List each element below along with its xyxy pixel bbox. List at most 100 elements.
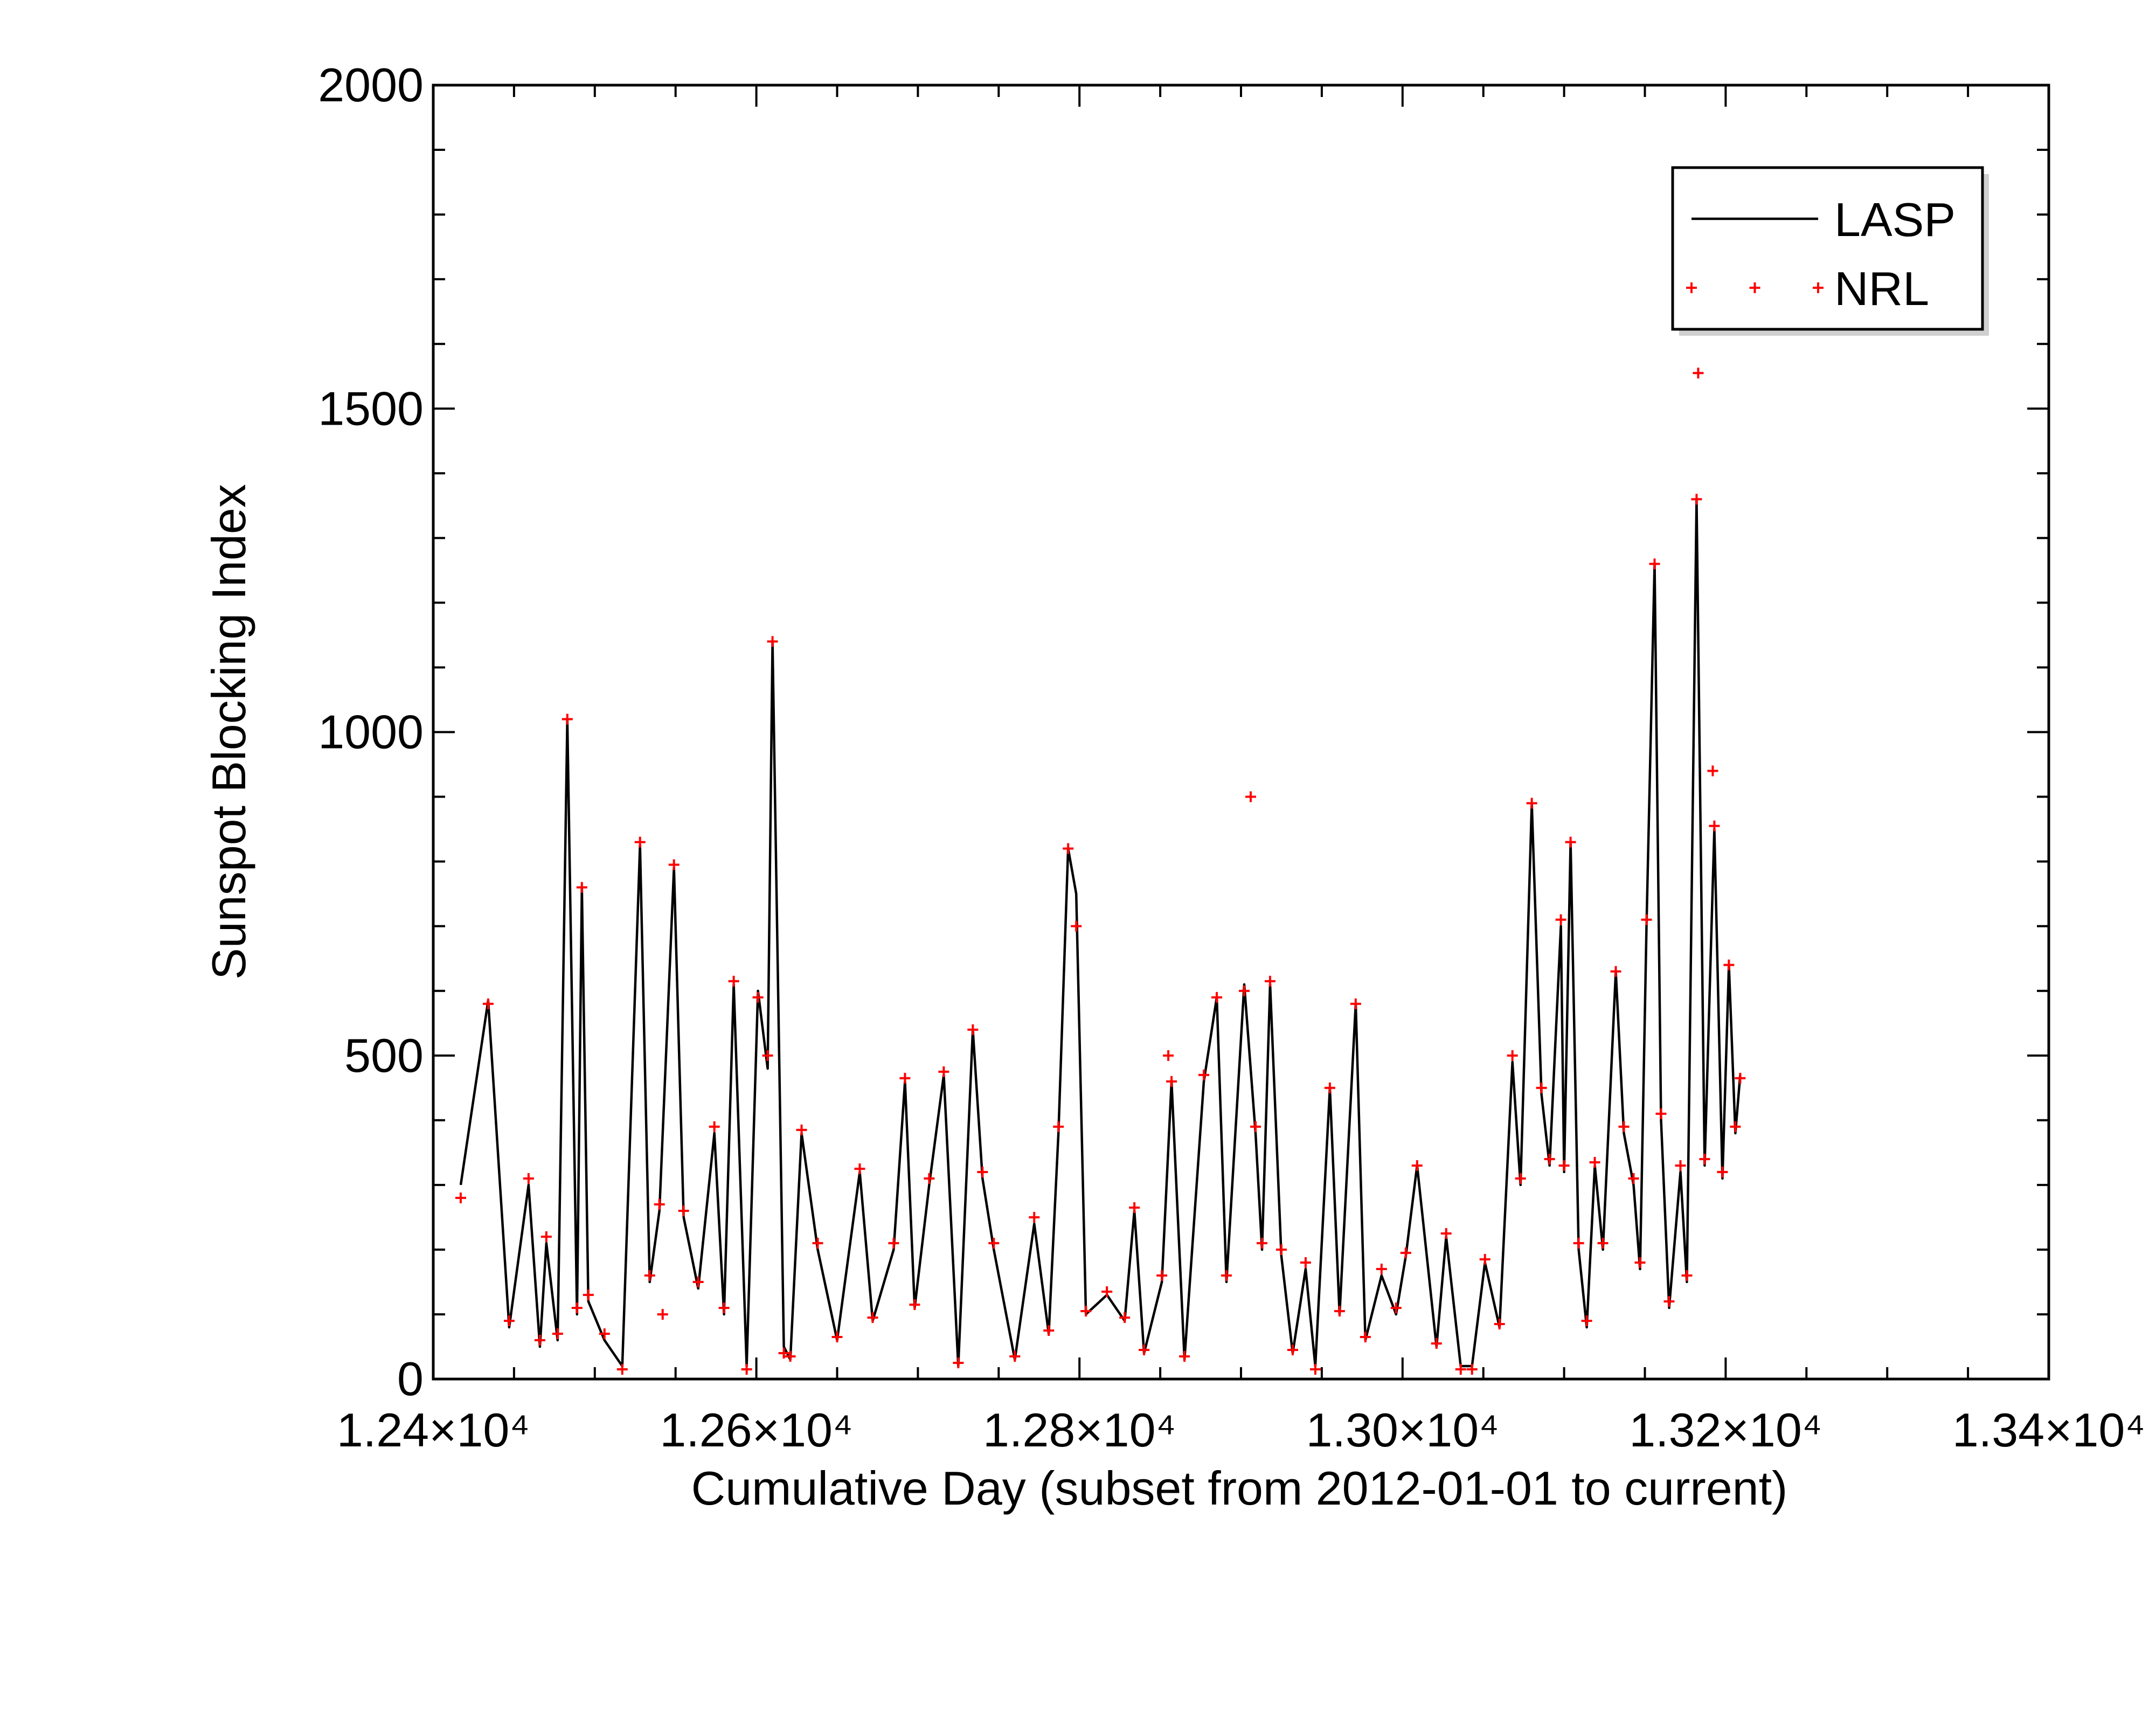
data-point [785, 1350, 796, 1362]
data-point [571, 1302, 583, 1313]
data-point [967, 1024, 979, 1035]
data-point [1053, 1121, 1064, 1132]
data-point [1581, 1315, 1592, 1326]
data-point [741, 1363, 752, 1375]
data-point [1239, 985, 1250, 996]
data-point [1479, 1253, 1491, 1265]
data-point [1198, 1069, 1210, 1080]
legend-label: NRL [1834, 262, 1929, 315]
data-point [599, 1328, 610, 1339]
data-point [503, 1315, 515, 1326]
data-point [534, 1334, 545, 1346]
data-point [1334, 1305, 1345, 1317]
data-point [1707, 765, 1718, 777]
data-point [561, 713, 573, 725]
data-point [1723, 959, 1735, 971]
data-point [1324, 1082, 1335, 1093]
data-point [718, 1302, 730, 1313]
data-point [1565, 836, 1576, 848]
data-point [1693, 368, 1704, 379]
data-point [1411, 1160, 1423, 1171]
legend-box [1671, 166, 1984, 331]
data-point [924, 1173, 935, 1184]
data-point [552, 1328, 563, 1339]
data-point [1029, 1211, 1040, 1223]
y-tick-label: 500 [344, 1029, 424, 1082]
data-point [1376, 1263, 1387, 1274]
data-point [1589, 1156, 1600, 1168]
data-point [1360, 1331, 1371, 1342]
data-point [678, 1205, 689, 1216]
data-point [1675, 1160, 1686, 1171]
data-point [1221, 1270, 1232, 1281]
data-point [1119, 1312, 1131, 1323]
data-point [1555, 914, 1566, 925]
data-point [668, 859, 680, 870]
data-point [1264, 975, 1275, 987]
data-point [1163, 1050, 1174, 1061]
data-point [1507, 1050, 1518, 1061]
data-point [1628, 1173, 1639, 1184]
data-point [1440, 1228, 1452, 1239]
data-point [455, 1192, 466, 1203]
data-point [583, 1289, 594, 1300]
data-point [1400, 1247, 1411, 1258]
x-tick-label: 1.28×10⁴ [983, 1403, 1176, 1457]
data-point [616, 1363, 628, 1375]
data-point [977, 1166, 988, 1177]
data-line [459, 498, 1742, 1368]
x-tick-label: 1.34×10⁴ [1952, 1403, 2145, 1457]
data-point [778, 1347, 789, 1359]
data-point [1129, 1202, 1140, 1213]
data-point [1717, 1166, 1728, 1177]
data-point [1455, 1363, 1466, 1375]
data-point [1573, 1237, 1584, 1249]
y-tick-label: 1500 [318, 382, 424, 435]
data-point [1681, 1270, 1693, 1281]
data-point [1256, 1237, 1267, 1249]
x-tick-label: 1.32×10⁴ [1629, 1403, 1822, 1457]
data-point [1634, 1257, 1646, 1268]
data-point [953, 1357, 964, 1368]
data-point [1101, 1286, 1113, 1297]
data-point [796, 1124, 807, 1135]
data-point [1494, 1318, 1505, 1329]
data-point [1245, 791, 1256, 802]
data-point [1043, 1325, 1055, 1336]
data-point [482, 998, 494, 1009]
data-point [1166, 1076, 1177, 1087]
data-point [812, 1237, 823, 1249]
data-point [1275, 1244, 1287, 1255]
data-point [1610, 966, 1621, 977]
legend-marker [1749, 282, 1760, 293]
data-point [1641, 914, 1652, 925]
data-point [576, 882, 587, 893]
data-point [1431, 1338, 1442, 1349]
data-point [1390, 1302, 1402, 1313]
data-point [1597, 1237, 1609, 1249]
data-point [767, 636, 778, 647]
data-point [1544, 1153, 1555, 1165]
data-point [762, 1050, 773, 1061]
data-point [752, 992, 764, 1003]
data-point [1730, 1121, 1741, 1132]
data-point [1699, 1153, 1710, 1165]
x-tick-label: 1.26×10⁴ [660, 1403, 852, 1457]
y-tick-label: 1000 [318, 705, 424, 759]
data-point [657, 1308, 668, 1320]
data-point [1618, 1121, 1630, 1132]
data-point [1691, 494, 1702, 505]
data-point [644, 1270, 655, 1281]
data-point [867, 1312, 878, 1323]
x-tick-label: 1.24×10⁴ [337, 1403, 530, 1457]
y-tick-label: 0 [397, 1352, 424, 1405]
x-tick-label: 1.30×10⁴ [1306, 1403, 1499, 1457]
x-axis-title: Cumulative Day (subset from 2012-01-01 t… [691, 1461, 1788, 1515]
data-point [1063, 843, 1074, 854]
y-axis-title: Sunspot Blocking Index [202, 484, 255, 980]
data-point [831, 1331, 843, 1342]
data-point [1536, 1082, 1547, 1093]
data-point [1009, 1350, 1021, 1362]
data-point [938, 1066, 949, 1077]
data-point [692, 1276, 704, 1287]
